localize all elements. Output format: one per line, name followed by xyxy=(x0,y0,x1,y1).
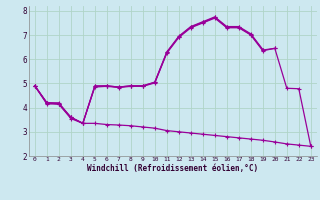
X-axis label: Windchill (Refroidissement éolien,°C): Windchill (Refroidissement éolien,°C) xyxy=(87,164,258,173)
